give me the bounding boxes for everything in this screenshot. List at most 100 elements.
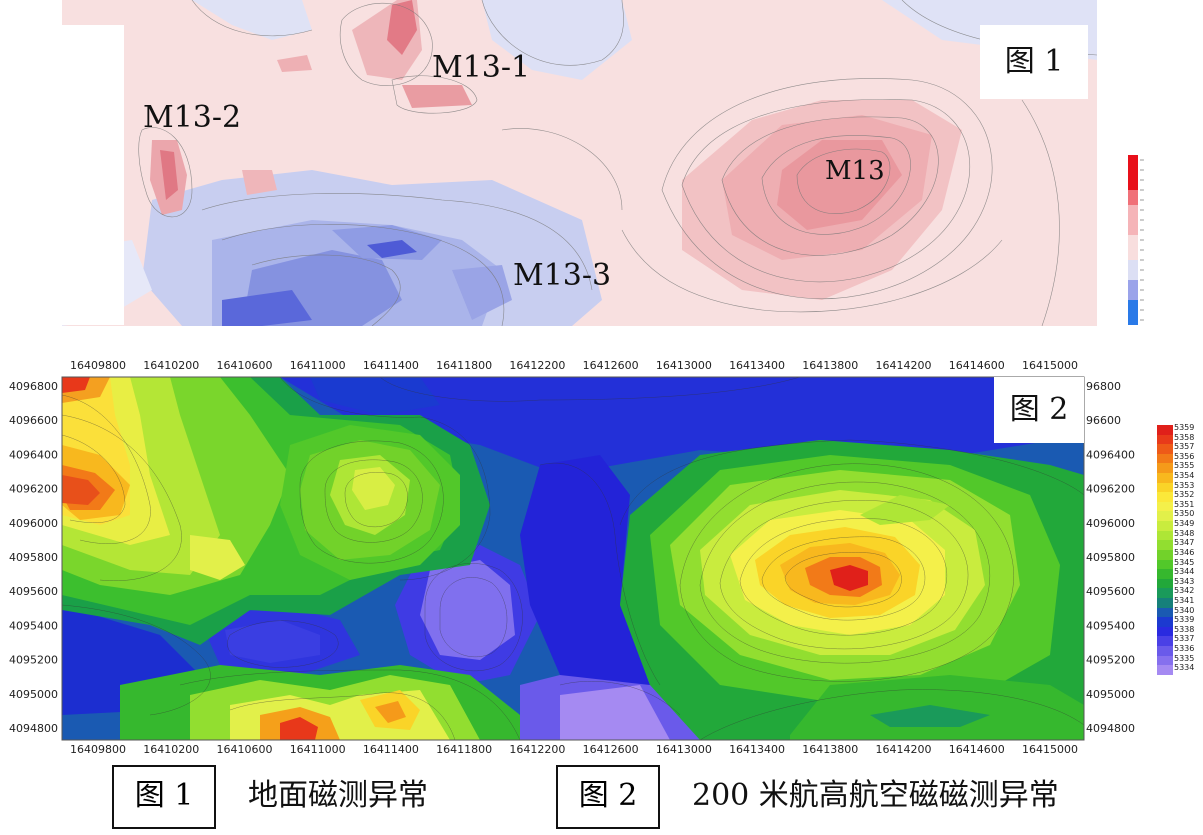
colorbar-swatch — [1157, 578, 1173, 589]
colorbar-value: 5350 — [1174, 509, 1195, 519]
colorbar-value: 5339 — [1174, 615, 1195, 625]
colorbar-value: 5348 — [1174, 528, 1195, 538]
colorbar-swatch — [1157, 530, 1173, 541]
colorbar-swatch — [1157, 463, 1173, 474]
x-tick-top: 16415000 — [1022, 359, 1078, 372]
colorbar-swatch — [1157, 636, 1173, 647]
x-tick-top: 16411000 — [290, 359, 346, 372]
colorbar-swatch — [1157, 607, 1173, 618]
colorbar-swatch — [1157, 549, 1173, 560]
y-tick-left: 4096400 — [9, 448, 58, 461]
colorbar-value: 5355 — [1174, 461, 1195, 471]
x-tick-top: 16414200 — [876, 359, 932, 372]
colorbar-value: 5335 — [1174, 653, 1195, 663]
colorbar-value: 5354 — [1174, 471, 1195, 481]
x-tick-top: 16412600 — [583, 359, 639, 372]
colorbar-swatch — [1157, 434, 1173, 445]
y-tick-right: 4094800 — [1086, 722, 1135, 735]
colorbar-value: 5346 — [1174, 547, 1195, 557]
anomaly-label-m13-1: M13-1 — [432, 50, 531, 85]
colorbar-value: 5353 — [1174, 480, 1195, 490]
x-tick-top: 16412200 — [509, 359, 565, 372]
x-tick-bottom: 16414600 — [949, 743, 1005, 755]
figure2-x-ticks-bottom: 16409800 16410200 16410600 16411000 16411400… — [70, 743, 1078, 755]
y-tick-left: 4095600 — [9, 585, 58, 598]
colorbar-swatch — [1157, 626, 1173, 637]
x-tick-top: 16413000 — [656, 359, 712, 372]
anomaly-label-m13-3: M13-3 — [513, 258, 612, 293]
x-tick-bottom: 16409800 — [70, 743, 126, 755]
x-tick-top: 16413400 — [729, 359, 785, 372]
figure2-colorbar-labels: 5359 5358 5357 5356 5355 5354 5353 5352 5351 5350… — [1174, 423, 1194, 673]
colorbar-value: 5345 — [1174, 557, 1195, 567]
x-tick-bottom: 16411400 — [363, 743, 419, 755]
colorbar-swatch — [1157, 665, 1173, 675]
x-tick-top: 16409800 — [70, 359, 126, 372]
y-tick-right: 4095400 — [1086, 619, 1135, 632]
y-tick-right: 96600 — [1086, 414, 1121, 427]
x-tick-top: 16411400 — [363, 359, 419, 372]
figure1-colorbar-ticks — [1140, 159, 1144, 321]
colorbar-swatch — [1157, 521, 1173, 531]
airborne-magnetic-contours — [62, 377, 1084, 740]
colorbar-value: 5352 — [1174, 490, 1195, 500]
x-tick-bottom: 16412200 — [509, 743, 565, 755]
y-tick-left: 4095000 — [9, 688, 58, 701]
anomaly-label-m13: M13 — [825, 156, 885, 186]
ground-magnetic-map — [61, 0, 1098, 327]
x-tick-bottom: 16411800 — [436, 743, 492, 755]
colorbar-swatch — [1157, 569, 1173, 579]
x-tick-top: 16414600 — [949, 359, 1005, 372]
y-tick-right: 4096200 — [1086, 483, 1135, 496]
y-tick-left: 4095400 — [9, 619, 58, 632]
colorbar-swatch — [1157, 444, 1173, 454]
x-tick-top: 16410600 — [216, 359, 272, 372]
x-tick-bottom: 16415000 — [1022, 743, 1078, 755]
x-tick-bottom: 16410200 — [143, 743, 199, 755]
figure2-x-ticks-top: 16409800 16410200 16410600 16411000 16411400… — [70, 359, 1078, 372]
x-tick-bottom: 16413400 — [729, 743, 785, 755]
colorbar-value: 5357 — [1174, 442, 1195, 452]
colorbar-swatch — [1157, 597, 1173, 608]
colorbar-value: 5341 — [1174, 595, 1195, 605]
colorbar-value: 5343 — [1174, 576, 1195, 586]
colorbar-swatch — [1157, 559, 1173, 570]
colorbar-value: 5337 — [1174, 634, 1195, 644]
x-tick-bottom: 16413800 — [802, 743, 858, 755]
anomaly-label-m13-2: M13-2 — [143, 100, 242, 135]
y-tick-left: 4096600 — [9, 414, 58, 427]
colorbar-value: 5351 — [1174, 499, 1195, 509]
airborne-magnetic-map: 16409800 16410200 16410600 16411000 16411400… — [9, 359, 1135, 755]
caption-box-figure1: 图 1 — [112, 765, 216, 829]
y-tick-left: 4096200 — [9, 483, 58, 496]
colorbar-swatch — [1157, 492, 1173, 502]
colorbar-swatch — [1157, 511, 1173, 522]
figure2-label: 图 2 — [994, 377, 1084, 443]
colorbar-value: 5347 — [1174, 538, 1195, 548]
caption-text-figure2: 200 米航高航空磁磁测异常 — [692, 778, 1059, 813]
figure2-colorbar — [1157, 425, 1173, 675]
colorbar-swatch — [1157, 655, 1173, 666]
colorbar-swatch — [1157, 473, 1173, 483]
colorbar-swatch — [1157, 453, 1173, 464]
y-tick-right: 4096000 — [1086, 517, 1135, 530]
figure2-y-ticks-left: 4096800 4096600 4096400 4096200 4096000 40958… — [9, 380, 58, 735]
colorbar-swatch — [1157, 646, 1173, 656]
colorbar-swatch — [1157, 540, 1173, 550]
colorbar-value: 5359 — [1174, 423, 1195, 432]
y-tick-left: 4096000 — [9, 517, 58, 530]
colorbar-swatch — [1157, 617, 1173, 627]
colorbar-value: 5349 — [1174, 519, 1195, 529]
colorbar-value: 5344 — [1174, 567, 1195, 577]
x-tick-bottom: 16412600 — [583, 743, 639, 755]
x-tick-bottom: 16410600 — [216, 743, 272, 755]
x-tick-top: 16413800 — [802, 359, 858, 372]
y-tick-right: 4095000 — [1086, 688, 1135, 701]
colorbar-value: 5356 — [1174, 451, 1195, 461]
y-tick-left: 4094800 — [9, 722, 58, 735]
colorbar-value: 5358 — [1174, 432, 1195, 442]
y-tick-left: 4095800 — [9, 551, 58, 564]
colorbar-value: 5340 — [1174, 605, 1195, 615]
map1-blank-margin — [62, 25, 124, 325]
x-tick-bottom: 16411000 — [290, 743, 346, 755]
